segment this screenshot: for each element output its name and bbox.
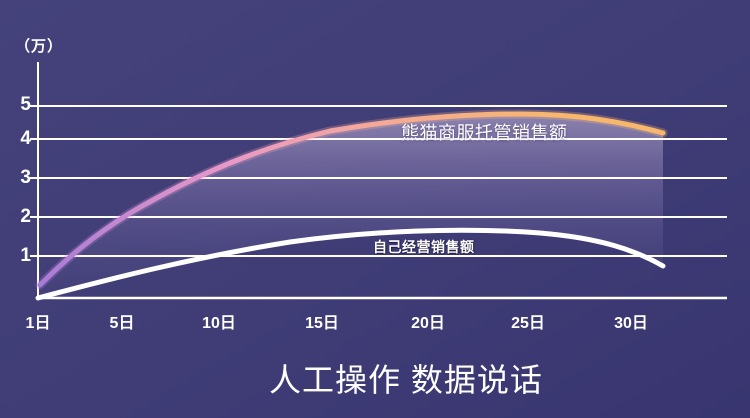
- x-tick-label-day25: 25日: [511, 315, 545, 332]
- x-tick-label-day5: 5日: [109, 315, 135, 332]
- x-tick-label-day15: 15日: [305, 315, 339, 332]
- x-tick-label-day1: 1日: [25, 315, 51, 332]
- gridlines: [30, 105, 727, 257]
- y-tick-label-2: 2: [20, 206, 31, 227]
- y-tick-label-3: 3: [20, 167, 31, 188]
- managed-series-label: 熊猫商服托管销售额: [401, 123, 568, 143]
- x-tick-label-day10: 10日: [202, 315, 236, 332]
- managed-curve: [37, 111, 666, 288]
- footer-caption: 人工操作 数据说话: [269, 362, 543, 398]
- self-curve: [35, 227, 666, 301]
- x-tick-label-day30: 30日: [614, 315, 648, 332]
- managed-area-fill: [38, 114, 663, 298]
- y-axis-unit-label: （万）: [15, 38, 64, 55]
- self-series-label: 自己经营销售额: [373, 239, 475, 255]
- y-tick-label-4: 4: [20, 128, 31, 149]
- x-tick-label-day20: 20日: [411, 315, 445, 332]
- y-tick-label-1: 1: [20, 245, 31, 266]
- y-tick-label-5: 5: [20, 94, 31, 115]
